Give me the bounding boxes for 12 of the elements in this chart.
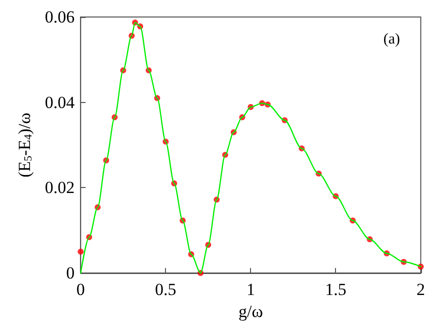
x-tick-label: 1 bbox=[246, 280, 255, 299]
y-tick-label: 0.04 bbox=[44, 92, 76, 112]
point bbox=[78, 248, 84, 255]
x-axis-title: g/ω bbox=[238, 302, 263, 321]
x-tick-label: 0.5 bbox=[155, 280, 176, 299]
y-axis-title: (E5-E4)/ω bbox=[15, 112, 34, 178]
y-tick-label: 0 bbox=[66, 264, 75, 282]
y-tick-label: 0.06 bbox=[44, 8, 75, 26]
y-tick-label: 0.02 bbox=[44, 178, 75, 198]
annotation: (a) bbox=[383, 32, 400, 48]
x-tick-label: 2 bbox=[416, 280, 425, 299]
x-tick-label: 1.5 bbox=[325, 280, 346, 299]
